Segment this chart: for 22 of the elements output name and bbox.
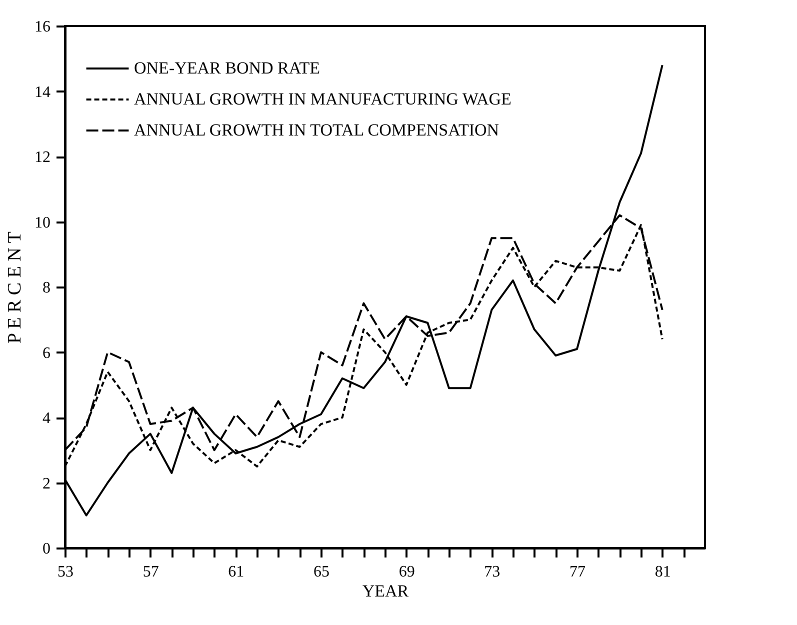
y-tick-label: 14: [34, 84, 50, 101]
x-tick-label: 69: [398, 564, 415, 580]
x-tick-label: 53: [58, 564, 74, 580]
x-tick-label: 57: [142, 564, 159, 580]
y-axis-title: P E R C E N T: [4, 231, 26, 344]
y-tick-label: 10: [34, 214, 50, 232]
y-tick-label: 6: [42, 344, 50, 362]
y-tick-label: 12: [34, 149, 50, 166]
legend-label: ANNUAL GROWTH IN MANUFACTURING WAGE: [134, 90, 512, 108]
x-tick-label: 61: [228, 564, 244, 580]
y-tick-label: 4: [42, 410, 50, 427]
legend-label: ONE-YEAR BOND RATE: [134, 58, 320, 78]
x-tick-label: 65: [314, 564, 330, 580]
x-tick-label: 77: [570, 564, 586, 580]
legend-label: ANNUAL GROWTH IN TOTAL COMPENSATION: [134, 120, 500, 140]
y-tick-label: 2: [42, 475, 50, 492]
y-tick-label: 16: [34, 18, 50, 36]
y-tick-label: 0: [42, 540, 50, 558]
x-tick-label: 81: [654, 564, 671, 580]
x-tick-label: 73: [484, 564, 500, 580]
y-tick-label: 8: [42, 280, 50, 296]
x-axis-title: YEAR: [362, 582, 410, 600]
